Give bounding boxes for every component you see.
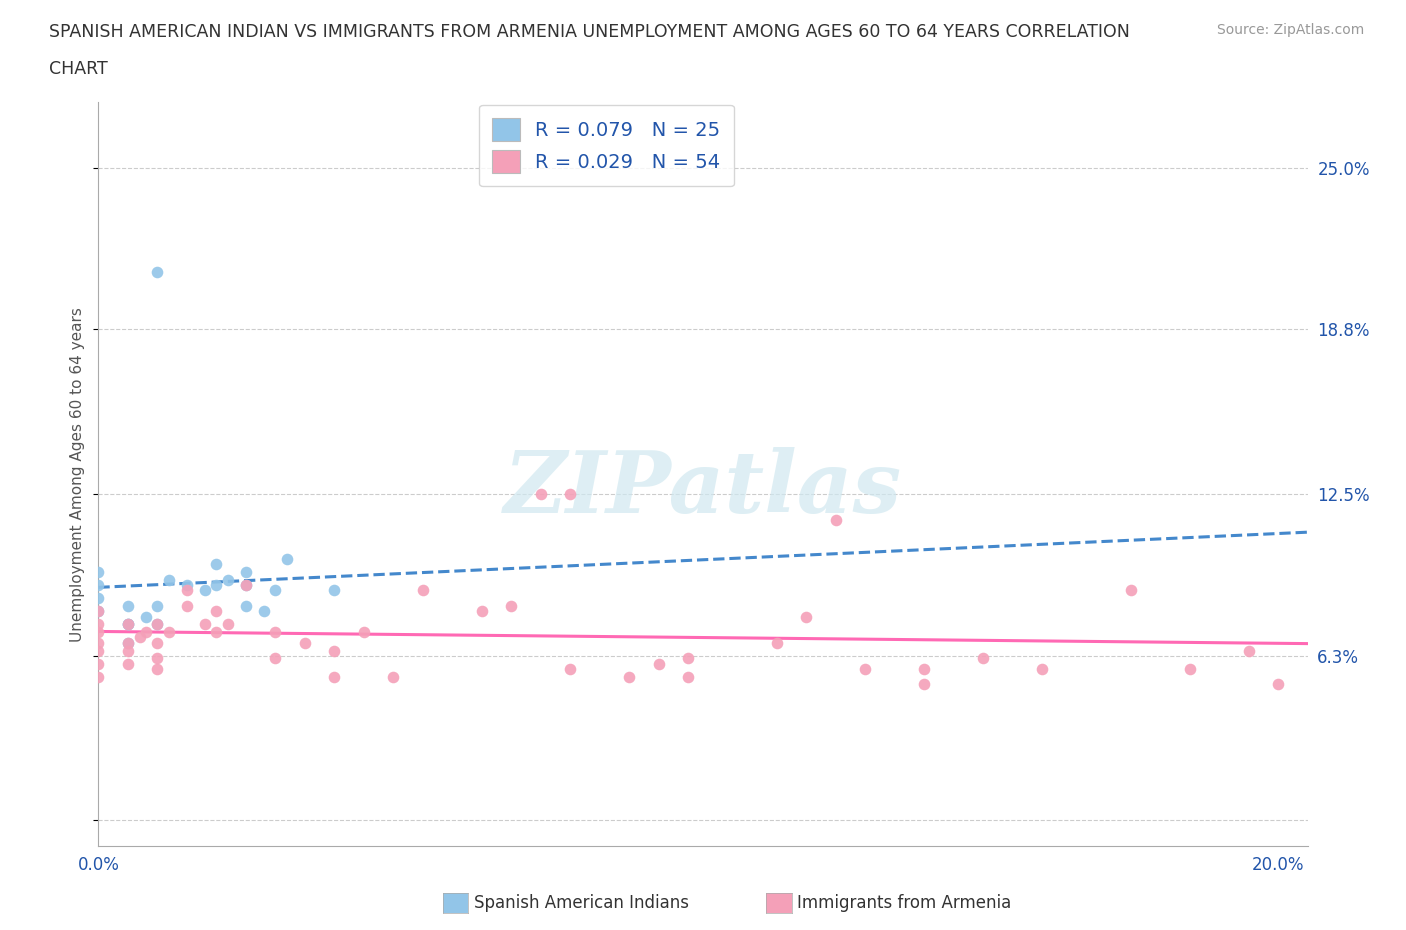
Point [264,651,287,666]
Point [252,604,274,618]
Point [294,635,316,650]
Point [853,661,876,676]
Text: Immigrants from Armenia: Immigrants from Armenia [797,894,1011,912]
Point [157,625,180,640]
Y-axis label: Unemployment Among Ages 60 to 64 years: Unemployment Among Ages 60 to 64 years [70,307,86,642]
Point [765,635,787,650]
Point [146,617,169,631]
Point [678,670,700,684]
Point [205,557,228,572]
Point [128,630,150,644]
Point [146,635,169,650]
Point [1119,583,1142,598]
Point [146,651,169,666]
Point [87,604,110,618]
Point [276,551,298,566]
Text: CHART: CHART [49,60,108,78]
Point [117,635,139,650]
Point [323,643,346,658]
Point [146,599,169,614]
Point [619,670,641,684]
Point [87,670,110,684]
Point [87,625,110,640]
Point [235,599,257,614]
Text: Spanish American Indians: Spanish American Indians [474,894,689,912]
Point [87,604,110,618]
Point [217,617,239,631]
Point [235,565,257,579]
Point [87,617,110,631]
Point [117,617,139,631]
Point [530,486,553,501]
Point [217,573,239,588]
Point [264,583,287,598]
Point [205,604,228,618]
Point [146,264,169,279]
Point [117,635,139,650]
Point [87,657,110,671]
Point [117,643,139,658]
Point [117,657,139,671]
Legend: R = 0.079   N = 25, R = 0.029   N = 54: R = 0.079 N = 25, R = 0.029 N = 54 [478,104,734,186]
Point [87,635,110,650]
Point [323,583,346,598]
Point [205,625,228,640]
Point [117,617,139,631]
Point [648,657,671,671]
Point [560,486,582,501]
Point [501,599,523,614]
Point [560,661,582,676]
Point [1178,661,1201,676]
Point [235,578,257,592]
Point [353,625,375,640]
Point [157,573,180,588]
Point [678,651,700,666]
Point [1267,677,1289,692]
Point [1237,643,1260,658]
Point [972,651,994,666]
Point [146,661,169,676]
Point [87,578,110,592]
Point [176,578,198,592]
Point [176,583,198,598]
Point [1031,661,1053,676]
Point [382,670,405,684]
Point [87,565,110,579]
Point [824,512,846,527]
Point [471,604,494,618]
Point [87,643,110,658]
Point [194,617,217,631]
Point [912,661,935,676]
Text: ZIPatlas: ZIPatlas [503,447,903,531]
Text: SPANISH AMERICAN INDIAN VS IMMIGRANTS FROM ARMENIA UNEMPLOYMENT AMONG AGES 60 TO: SPANISH AMERICAN INDIAN VS IMMIGRANTS FR… [49,23,1130,41]
Point [235,578,257,592]
Point [323,670,346,684]
Point [412,583,434,598]
Point [205,578,228,592]
Point [194,583,217,598]
Text: Source: ZipAtlas.com: Source: ZipAtlas.com [1216,23,1364,37]
Point [117,599,139,614]
Point [135,609,157,624]
Point [87,591,110,605]
Point [794,609,817,624]
Point [912,677,935,692]
Point [117,617,139,631]
Point [176,599,198,614]
Point [264,625,287,640]
Point [146,617,169,631]
Point [135,625,157,640]
